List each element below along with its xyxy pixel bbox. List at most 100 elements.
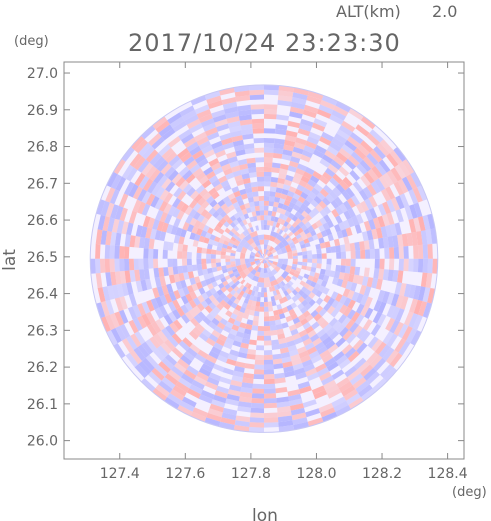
radar-cell [401, 176, 413, 192]
radar-cell [126, 282, 134, 295]
radar-cell [347, 136, 361, 148]
radar-cell [397, 323, 409, 339]
radar-cell [167, 258, 173, 268]
radar-cell [230, 302, 238, 309]
radar-cell [308, 210, 316, 219]
radar-cell [298, 329, 308, 338]
radar-cell [211, 399, 226, 408]
radar-cell [183, 155, 195, 167]
radar-cell [215, 338, 226, 347]
radar-cell [119, 296, 128, 310]
radar-cell [331, 369, 345, 380]
radar-cell [191, 226, 199, 234]
radar-cell [139, 269, 146, 281]
radar-cell [270, 263, 277, 269]
radar-cell [201, 179, 212, 189]
radar-cell [237, 104, 251, 112]
radar-cell [155, 319, 166, 331]
radar-cell [358, 384, 373, 398]
radar-cell [205, 290, 213, 298]
radar-cell [367, 168, 379, 182]
radar-cell [257, 291, 262, 298]
radar-cell [236, 236, 242, 243]
radar-cell [234, 174, 243, 182]
radar-cell [277, 333, 286, 340]
radar-cell [211, 329, 221, 339]
radar-cell [297, 196, 306, 204]
radar-cell [314, 283, 321, 290]
radar-cell [290, 244, 296, 249]
radar-cell [359, 284, 367, 295]
radar-cell [143, 248, 149, 259]
radar-cell [397, 234, 404, 247]
radar-cell [167, 393, 182, 405]
radar-cell [256, 244, 262, 251]
radar-cell [319, 371, 332, 382]
radar-cell [208, 158, 220, 167]
radar-cell [206, 253, 212, 259]
radar-cell [345, 281, 353, 290]
radar-cell [416, 231, 423, 246]
radar-cell [303, 282, 310, 290]
radar-cell [325, 264, 332, 271]
radar-cell [269, 220, 274, 226]
radar-cell [323, 379, 337, 390]
radar-cell [152, 388, 168, 401]
radar-cell [304, 104, 319, 114]
x-axis-unit: (deg) [452, 485, 487, 500]
radar-cell [264, 301, 269, 307]
radar-cell [288, 286, 295, 292]
radar-cell [154, 198, 164, 210]
radar-cell [216, 303, 224, 311]
radar-cell [363, 240, 370, 250]
radar-cell [277, 202, 284, 209]
radar-cell [347, 309, 356, 320]
radar-cell [250, 251, 256, 257]
radar-cell [306, 95, 322, 105]
radar-cell [284, 210, 291, 217]
radar-cell [287, 239, 294, 245]
radar-cell [219, 299, 227, 307]
radar-cell [274, 196, 281, 203]
x-tick-label: 127.4 [100, 466, 140, 482]
radar-cell [231, 266, 237, 271]
radar-cell [180, 228, 187, 238]
radar-cell [264, 316, 270, 322]
radar-cell [164, 373, 179, 386]
radar-cell [234, 365, 245, 373]
radar-cell [166, 283, 174, 294]
radar-cell [197, 349, 209, 359]
radar-cell [382, 331, 394, 345]
radar-cell [273, 148, 284, 155]
radar-cell [186, 224, 194, 233]
radar-cell [167, 311, 177, 323]
radar-cell [114, 232, 122, 246]
radar-cell [320, 280, 328, 288]
radar-cell [279, 347, 289, 354]
radar-cell [202, 122, 217, 132]
radar-cell [210, 346, 222, 355]
radar-cell [177, 190, 187, 201]
radar-cell [377, 203, 387, 216]
radar-cell [256, 335, 264, 341]
radar-cell [264, 311, 269, 317]
radar-cell [338, 314, 347, 324]
radar-cell [192, 202, 202, 212]
radar-cell [190, 190, 200, 200]
radar-cell [328, 317, 338, 327]
radar-cell [240, 387, 253, 394]
radar-cell [259, 256, 264, 259]
radar-cell [264, 378, 275, 385]
radar-cell [354, 357, 367, 370]
radar-cell [264, 138, 275, 144]
radar-cell [425, 273, 433, 288]
radar-cell [141, 378, 156, 392]
radar-cell [264, 364, 274, 370]
radar-cell [264, 258, 269, 262]
radar-cell [294, 286, 301, 293]
radar-cell [311, 187, 320, 196]
radar-cell [291, 151, 302, 159]
radar-cell [184, 114, 199, 125]
radar-cell [240, 279, 246, 285]
radar-cell [207, 408, 223, 418]
